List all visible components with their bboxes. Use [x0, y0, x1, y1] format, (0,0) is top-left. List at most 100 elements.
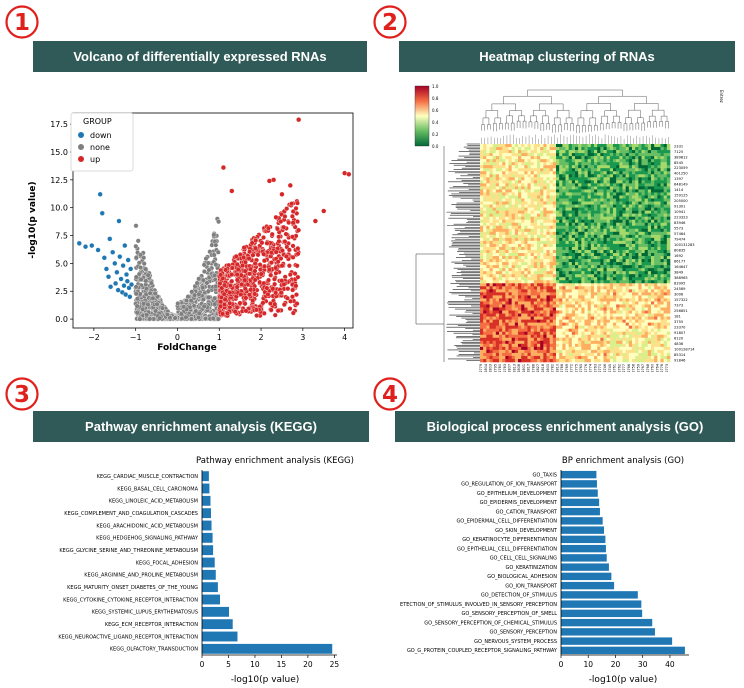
- heatmap-cell: [597, 150, 601, 154]
- heatmap-cell: [587, 231, 592, 236]
- heatmap-cell: [600, 271, 604, 275]
- heatmap-cell: [565, 249, 569, 254]
- heatmap-cell: [581, 186, 585, 190]
- heatmap-cell: [568, 168, 573, 172]
- heatmap-cell: [603, 289, 607, 293]
- heatmap-cell: [562, 177, 566, 181]
- heatmap-cell: [654, 277, 658, 281]
- volcano-y-tick-label: 0.0: [55, 315, 68, 324]
- heatmap-cell: [625, 153, 630, 157]
- heatmap-cell: [584, 262, 588, 266]
- heatmap-cell: [495, 231, 500, 236]
- heatmap-cell: [499, 280, 503, 284]
- heatmap-cell: [613, 240, 617, 245]
- heatmap-cell: [606, 156, 611, 160]
- heatmap-cell: [575, 189, 579, 193]
- heatmap-cell: [660, 207, 664, 211]
- heatmap-cell: [540, 147, 544, 151]
- heatmap-cell: [638, 192, 642, 196]
- heatmap-cell: [518, 256, 522, 260]
- heatmap-cell: [546, 243, 550, 248]
- heatmap-cell: [578, 277, 582, 281]
- dendrogram-branch: [651, 109, 665, 117]
- volcano-point-up: [218, 295, 224, 300]
- heatmap-cell: [603, 243, 607, 248]
- heatmap-cell: [635, 225, 639, 230]
- heatmap-cell: [527, 198, 531, 202]
- heatmap-cell: [603, 231, 607, 236]
- volcano-point-up: [227, 300, 233, 306]
- heatmap-cell: [552, 186, 557, 190]
- heatmap-cell: [603, 144, 607, 148]
- heatmap-cell: [666, 292, 671, 296]
- heatmap-cell: [584, 249, 588, 254]
- heatmap-cell: [600, 216, 604, 220]
- heatmap-cell: [556, 216, 560, 220]
- volcano-point-up: [270, 286, 276, 292]
- heatmap-cell: [657, 231, 661, 236]
- heatmap-cell: [616, 262, 620, 266]
- heatmap-cell: [600, 265, 604, 269]
- heatmap-cell: [584, 195, 588, 199]
- heatmap-cell: [483, 295, 487, 299]
- heatmap-cell: [609, 271, 614, 275]
- heatmap-cell: [635, 286, 639, 290]
- heatmap-cell: [657, 210, 661, 214]
- volcano-point-up: [221, 302, 227, 308]
- heatmap-cell: [635, 195, 639, 199]
- heatmap-cell: [524, 280, 528, 284]
- heatmap-cell: [524, 159, 528, 163]
- heatmap-cell: [489, 195, 493, 199]
- heatmap-cell: [651, 165, 655, 169]
- heatmap-cell: [518, 262, 522, 266]
- heatmap-cell: [568, 222, 573, 227]
- heatmap-cell: [606, 262, 611, 266]
- heatmap-cell: [514, 186, 519, 190]
- heatmap-cell: [575, 198, 579, 202]
- heatmap-cell: [537, 189, 541, 193]
- heatmap-cell: [556, 198, 560, 202]
- heatmap-cell: [641, 216, 645, 220]
- heatmap-cell: [514, 189, 519, 193]
- heatmap-cell: [666, 192, 671, 196]
- heatmap-cell: [571, 171, 576, 175]
- heatmap-cell: [594, 234, 598, 239]
- heatmap-cell: [578, 222, 582, 227]
- heatmap-cell: [641, 213, 645, 217]
- heatmap-cell: [597, 268, 601, 272]
- heatmap-cell: [587, 147, 592, 151]
- heatmap-cell: [552, 213, 557, 217]
- heatmap-cell: [619, 180, 623, 184]
- heatmap-cell: [644, 195, 649, 199]
- heatmap-cell: [638, 222, 642, 227]
- heatmap-cell: [537, 183, 541, 187]
- heatmap-cell: [613, 259, 617, 263]
- dendrogram-branch: [611, 122, 616, 129]
- heatmap-cell: [613, 219, 617, 224]
- heatmap-cell: [527, 219, 531, 224]
- heatmap-cell: [625, 225, 630, 230]
- heatmap-cell: [505, 265, 509, 269]
- heatmap-cell: [552, 171, 557, 175]
- heatmap-cell: [508, 168, 512, 172]
- heatmap-cell: [660, 171, 664, 175]
- heatmap-cell: [666, 156, 671, 160]
- volcano-point-none: [210, 315, 216, 321]
- heatmap-cell: [578, 253, 582, 257]
- volcano-point-up: [222, 282, 228, 288]
- heatmap-cell: [632, 162, 636, 166]
- heatmap-cell: [622, 162, 626, 166]
- heatmap-cell: [568, 234, 573, 239]
- heatmap-cell: [540, 271, 544, 275]
- heatmap-cell: [571, 274, 576, 278]
- heatmap-cell: [483, 292, 487, 296]
- heatmap-cell: [641, 222, 645, 227]
- heatmap-cell: [584, 216, 588, 220]
- heatmap-cell: [521, 153, 525, 157]
- heatmap-cell: [521, 234, 525, 239]
- heatmap-cell: [641, 165, 645, 169]
- heatmap-cell: [606, 253, 611, 257]
- heatmap-cell: [480, 168, 484, 172]
- volcano-point-none: [148, 280, 154, 286]
- volcano-point-none: [133, 274, 139, 280]
